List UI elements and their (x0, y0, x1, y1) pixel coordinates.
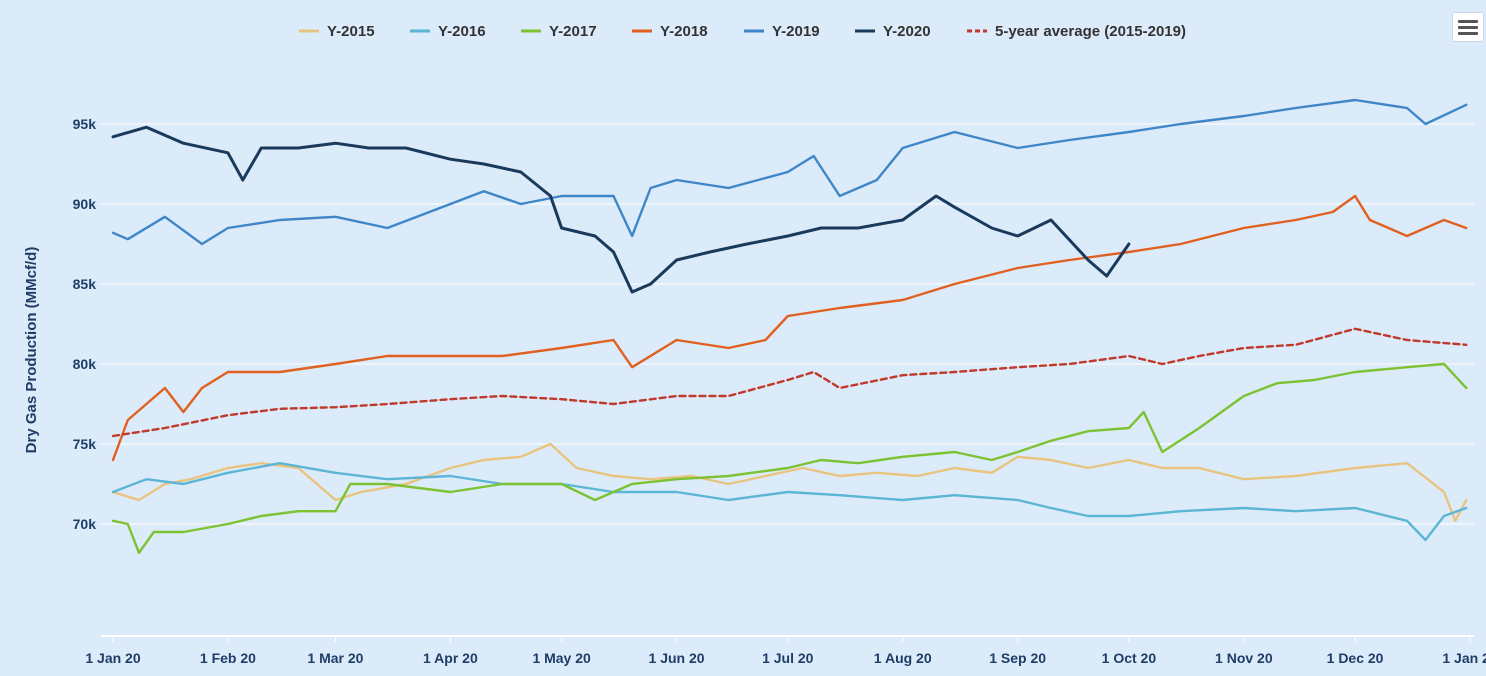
x-tick-label: 1 Oct 20 (1102, 650, 1157, 666)
y-tick-label: 85k (73, 276, 97, 292)
series-line (111, 194, 1468, 462)
series-line (111, 462, 1468, 542)
x-tick-label: 1 Aug 20 (874, 650, 932, 666)
x-tick-label: 1 Jun 20 (649, 650, 705, 666)
x-tick-label: 1 Jan 20 (85, 650, 140, 666)
hamburger-menu-icon (1458, 20, 1478, 23)
y-tick-label: 90k (73, 196, 97, 212)
hamburger-menu-icon (1458, 26, 1478, 29)
x-tick-label: 1 Jul 20 (762, 650, 814, 666)
legend-label: Y-2019 (772, 23, 820, 40)
series-line (111, 442, 1468, 522)
y-tick-label: 95k (73, 116, 97, 132)
x-tick-label: 1 Dec 20 (1327, 650, 1384, 666)
legend-label: Y-2016 (438, 23, 486, 40)
legend-label: Y-2017 (549, 23, 597, 40)
series-line (111, 98, 1468, 246)
chart-menu-button[interactable] (1452, 12, 1484, 42)
y-tick-label: 80k (73, 356, 97, 372)
x-tick-label: 1 May 20 (532, 650, 591, 666)
x-tick-label: 1 Nov 20 (1215, 650, 1273, 666)
x-tick-label: 1 Sep 20 (989, 650, 1046, 666)
y-tick-label: 70k (73, 516, 97, 532)
series-line (111, 362, 1468, 554)
series-line (111, 327, 1468, 438)
x-tick-label: 1 Feb 20 (200, 650, 256, 666)
legend-label: Y-2020 (883, 23, 931, 40)
y-axis-label: Dry Gas Production (MMcf/d) (23, 247, 40, 454)
hamburger-menu-icon (1458, 32, 1478, 35)
legend-label: 5-year average (2015-2019) (995, 23, 1186, 40)
x-tick-label: 1 Mar 20 (307, 650, 363, 666)
y-tick-label: 75k (73, 436, 97, 452)
legend-label: Y-2018 (660, 23, 708, 40)
x-tick-label: 1 Jan 21 (1442, 650, 1486, 666)
series-line (111, 125, 1131, 294)
legend-label: Y-2015 (327, 23, 375, 40)
x-tick-label: 1 Apr 20 (423, 650, 478, 666)
